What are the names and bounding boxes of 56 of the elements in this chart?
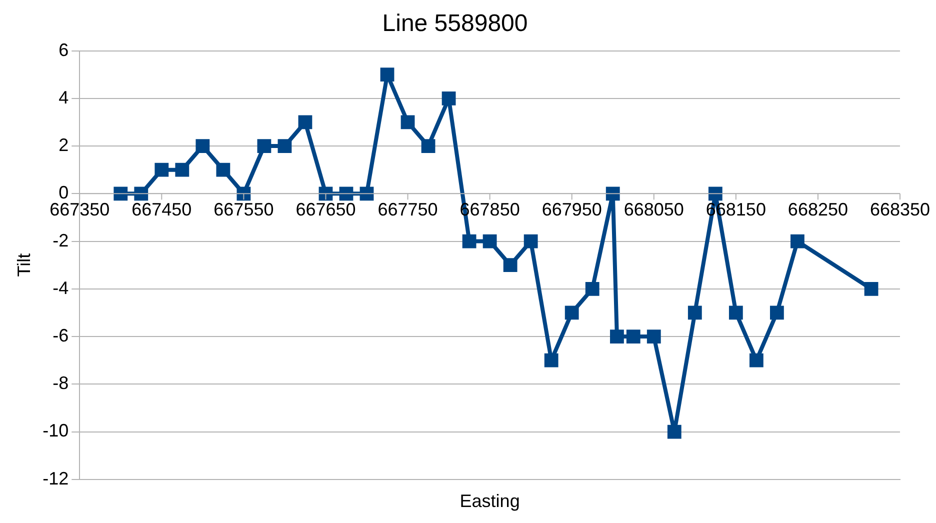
y-tick-label: -2 <box>52 230 69 250</box>
y-tick-label: -8 <box>52 373 69 394</box>
x-tick-label: 667950 <box>542 200 602 220</box>
x-tick-label: 667650 <box>296 200 356 220</box>
chart-title: Line 5589800 <box>382 10 528 38</box>
y-tick-label: -10 <box>42 420 69 441</box>
point <box>236 186 251 201</box>
point <box>667 424 682 439</box>
point <box>728 306 743 320</box>
point <box>442 91 456 106</box>
point <box>421 139 436 153</box>
x-tick-label: 668350 <box>870 200 930 220</box>
point <box>257 139 272 153</box>
point <box>790 234 804 248</box>
point <box>606 186 620 201</box>
point <box>610 330 624 344</box>
x-tick-label: 668050 <box>624 200 684 220</box>
x-axis-title: Easting <box>460 491 520 512</box>
point <box>503 258 518 272</box>
y-tick-label: -6 <box>52 326 69 346</box>
point <box>749 353 764 368</box>
point <box>360 186 374 201</box>
point <box>339 186 354 201</box>
point <box>380 68 394 82</box>
y-tick-label: 6 <box>58 40 69 60</box>
x-tick-label: 667750 <box>378 200 438 220</box>
point <box>564 306 579 320</box>
x-tick-label: 667450 <box>132 200 192 220</box>
point <box>626 330 640 344</box>
point <box>524 234 538 248</box>
point <box>646 330 661 344</box>
point <box>482 234 497 248</box>
point <box>585 282 600 296</box>
y-tick-label: -12 <box>42 468 69 488</box>
point <box>708 186 722 201</box>
point <box>154 162 169 177</box>
y-axis-title: Tilt <box>14 253 34 277</box>
point <box>770 306 784 320</box>
y-tick-label: 2 <box>58 135 69 156</box>
point <box>400 115 415 130</box>
point <box>278 139 292 153</box>
point <box>175 162 190 177</box>
point <box>134 186 148 201</box>
point <box>864 282 878 296</box>
point <box>318 186 333 201</box>
y-tick-label: -4 <box>52 278 69 298</box>
x-tick-label: 668250 <box>788 200 848 220</box>
point <box>688 306 702 320</box>
point <box>462 234 476 248</box>
point <box>544 353 558 368</box>
point <box>196 139 210 153</box>
point <box>114 186 128 201</box>
y-tick-label: 4 <box>58 87 69 108</box>
point <box>298 115 312 130</box>
x-tick-label: 667550 <box>214 200 274 220</box>
point <box>216 162 230 177</box>
